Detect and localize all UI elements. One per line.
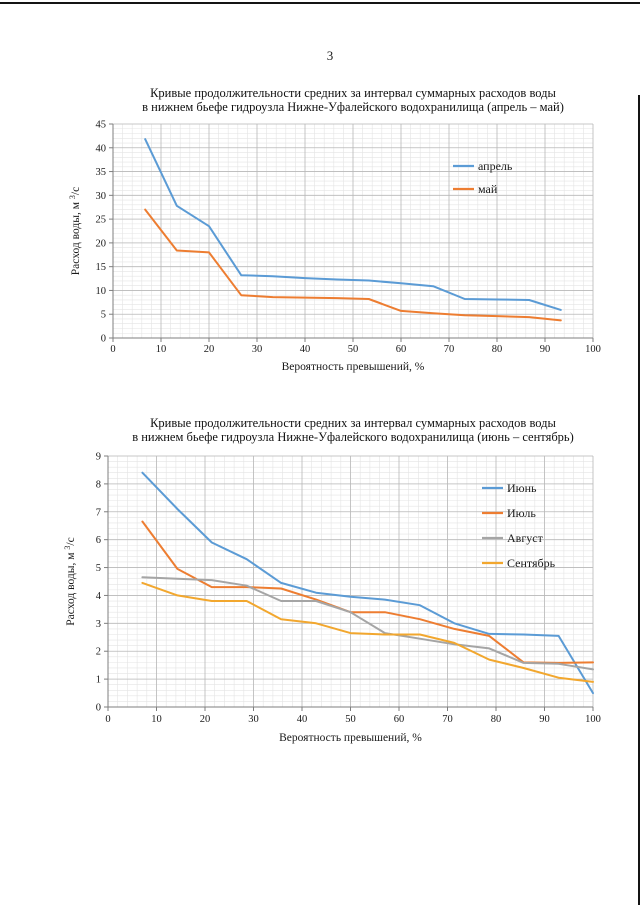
- legend-label: Июль: [507, 506, 536, 520]
- x-tick-label: 10: [156, 344, 167, 355]
- tick-labels: 0 10 20 30 40 50 60 70 80 90 100 0 5 10 15 20 25 30 35 40 45: [96, 120, 601, 356]
- series-line-2: [141, 576, 594, 671]
- x-tick-label: 40: [297, 714, 308, 725]
- legend-label: Сентябрь: [507, 556, 556, 570]
- y-tick-label: 1: [96, 675, 101, 686]
- series-line-0: [141, 471, 594, 695]
- x-tick-label: 90: [539, 714, 550, 725]
- y-axis-title: Расход воды, м 3/с: [68, 187, 82, 275]
- x-tick-label: 70: [442, 714, 453, 725]
- x-tick-label: 30: [252, 344, 263, 355]
- x-tick-label: 10: [151, 714, 162, 725]
- y-tick-label: 5: [101, 310, 106, 321]
- chart-title-line: Кривые продолжительности средних за инте…: [150, 86, 556, 100]
- series-line-3: [141, 581, 594, 683]
- y-tick-label: 9: [96, 452, 101, 463]
- chart-april-may: 0 10 20 30 40 50 60 70 80 90 100 0 5 10 15 20 25 30 35 40 45…: [68, 86, 601, 373]
- legend-item: Июль: [482, 506, 536, 520]
- y-tick-label: 4: [96, 591, 102, 602]
- legend-item: май: [453, 182, 498, 196]
- legend-label: Июнь: [507, 481, 537, 495]
- scan-artifact-right-edge: [638, 95, 640, 905]
- legend-item: Август: [482, 531, 544, 545]
- y-tick-label: 3: [96, 619, 101, 630]
- x-tick-label: 50: [348, 344, 359, 355]
- scan-artifact-top-edge: [0, 2, 640, 4]
- page-number: 3: [326, 48, 334, 63]
- axes: [104, 455, 594, 711]
- y-tick-label: 30: [96, 191, 107, 202]
- x-tick-label: 80: [491, 714, 502, 725]
- x-tick-label: 20: [204, 344, 215, 355]
- x-tick-label: 60: [396, 344, 407, 355]
- legend-item: Сентябрь: [482, 556, 556, 570]
- x-axis-title: Вероятность превышений, %: [279, 732, 422, 744]
- y-tick-label: 8: [96, 479, 101, 490]
- x-tick-label: 70: [444, 344, 455, 355]
- y-tick-label: 5: [96, 563, 101, 574]
- chart-title-line: в нижнем бьефе гидроузла Нижне-Уфалейско…: [142, 100, 564, 114]
- grid-major: [112, 123, 594, 339]
- y-axis-title: Расход воды, м 3/с: [63, 537, 77, 625]
- chart-title-line: Кривые продолжительности средних за инте…: [150, 416, 556, 430]
- legend-label: апрель: [478, 159, 513, 173]
- legend-item: Июнь: [482, 481, 537, 495]
- x-tick-label: 60: [394, 714, 405, 725]
- x-tick-label: 40: [300, 344, 311, 355]
- y-tick-label: 25: [96, 215, 107, 226]
- series-line-1: [141, 520, 594, 664]
- chart-title-line: в нижнем бьефе гидроузла Нижне-Уфалейско…: [132, 430, 574, 444]
- x-tick-label: 90: [540, 344, 551, 355]
- y-tick-label: 35: [96, 167, 107, 178]
- legend-label: Август: [507, 531, 544, 545]
- series-line-1: [144, 208, 562, 322]
- x-tick-label: 20: [200, 714, 211, 725]
- x-tick-label: 100: [585, 714, 601, 725]
- chart-june-september: 0 10 20 30 40 50 60 70 80 90 100 0 1 2 3 4 5 6 7 8 9 Вероятно…: [63, 416, 601, 744]
- y-tick-label: 15: [96, 262, 107, 273]
- x-tick-label: 0: [105, 714, 110, 725]
- axes: [109, 123, 594, 342]
- y-tick-label: 10: [96, 286, 107, 297]
- y-tick-label: 40: [96, 143, 107, 154]
- x-tick-label: 80: [492, 344, 503, 355]
- series-line-0: [144, 138, 562, 311]
- legend-label: май: [478, 182, 498, 196]
- tick-labels: 0 10 20 30 40 50 60 70 80 90 100 0 1 2 3 4 5 6 7 8 9: [96, 452, 601, 726]
- x-tick-label: 0: [110, 344, 115, 355]
- x-tick-label: 100: [585, 344, 601, 355]
- y-tick-label: 6: [96, 535, 101, 546]
- x-axis-title: Вероятность превышений, %: [282, 361, 425, 373]
- legend-item: апрель: [453, 159, 513, 173]
- y-tick-label: 2: [96, 647, 101, 658]
- y-tick-label: 20: [96, 238, 107, 249]
- y-tick-label: 45: [96, 120, 107, 131]
- x-tick-label: 50: [345, 714, 356, 725]
- x-tick-label: 30: [248, 714, 259, 725]
- y-tick-label: 7: [96, 507, 101, 518]
- y-tick-label: 0: [96, 703, 101, 714]
- y-tick-label: 0: [101, 334, 106, 345]
